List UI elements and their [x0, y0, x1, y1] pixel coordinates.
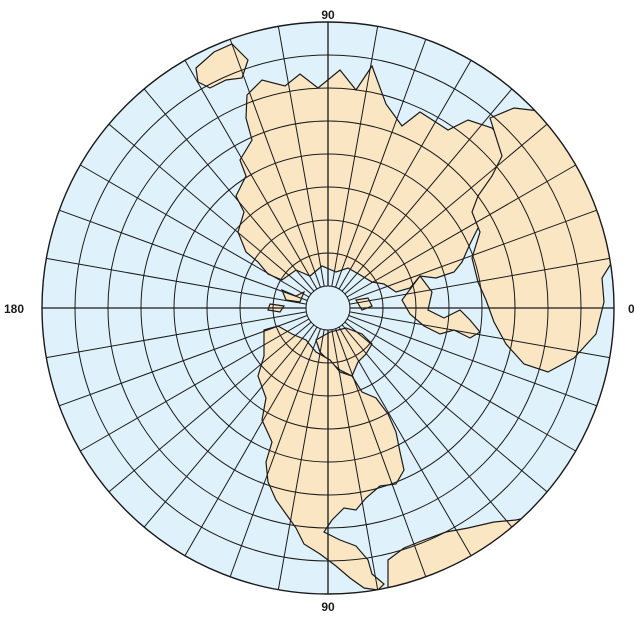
label-left-180: 180 — [4, 302, 24, 316]
land-top-left-fragment — [195, 43, 249, 89]
parallel-circle — [74, 54, 582, 562]
north-pole-circle — [305, 285, 351, 331]
parallel-circle — [107, 87, 549, 529]
parallel-circle — [239, 219, 417, 397]
map-border — [41, 21, 615, 595]
parallel-circle — [173, 153, 483, 463]
parallel-circle — [272, 252, 384, 364]
label-bottom-90: 90 — [321, 600, 335, 614]
label-right-0: 0 — [628, 302, 634, 316]
parallel-circle — [140, 120, 516, 496]
parallel-circle — [206, 186, 450, 430]
label-top-90: 90 — [321, 8, 335, 22]
land-north-america — [257, 325, 405, 591]
graticule — [42, 22, 614, 594]
